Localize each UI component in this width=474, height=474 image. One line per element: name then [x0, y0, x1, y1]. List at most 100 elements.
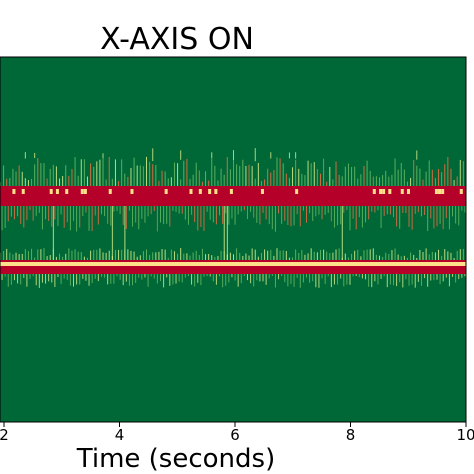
speckle: [18, 165, 20, 186]
speckle: [296, 206, 298, 215]
speckle: [257, 162, 259, 186]
speckle: [208, 180, 210, 186]
speckle: [316, 252, 318, 260]
speckle: [12, 168, 14, 186]
speckle: [211, 158, 213, 186]
band-blip: [55, 189, 59, 194]
speckle: [21, 253, 23, 260]
speckle: [285, 250, 287, 260]
speckle: [23, 206, 25, 228]
speckle: [153, 274, 155, 279]
speckle: [411, 274, 413, 285]
speckle: [436, 274, 438, 280]
speckle: [375, 254, 377, 260]
speckle: [394, 158, 396, 186]
speckle: [111, 178, 113, 186]
speckle: [240, 274, 242, 284]
speckle: [215, 206, 217, 225]
speckle: [127, 249, 129, 260]
speckle: [40, 163, 42, 186]
speckle: [445, 274, 447, 278]
speckle: [329, 166, 331, 186]
transient: [211, 152, 213, 159]
speckle: [459, 159, 461, 186]
speckle: [152, 252, 154, 260]
speckle: [12, 254, 14, 260]
speckle: [318, 206, 320, 215]
speckle: [251, 166, 253, 186]
speckle: [93, 166, 95, 186]
speckle: [351, 253, 353, 260]
speckle: [26, 274, 28, 287]
speckle: [276, 157, 278, 186]
speckle: [10, 274, 12, 285]
speckle: [410, 252, 412, 260]
speckle: [34, 164, 36, 186]
speckle: [438, 249, 440, 260]
speckle: [417, 274, 419, 282]
speckle: [155, 165, 157, 186]
speckle: [444, 164, 446, 186]
speckle: [385, 170, 387, 186]
speckle: [90, 250, 92, 260]
speckle: [55, 166, 57, 186]
speckle: [304, 175, 306, 186]
speckle: [228, 206, 230, 225]
speckle: [31, 178, 33, 186]
speckle: [88, 206, 90, 231]
speckle: [344, 166, 346, 186]
speckle: [85, 274, 87, 281]
speckle: [242, 159, 244, 186]
speckle: [60, 274, 62, 285]
speckle: [327, 206, 329, 213]
speckle: [150, 274, 152, 277]
speckle: [15, 171, 17, 186]
speckle: [431, 251, 433, 260]
speckle: [102, 157, 104, 186]
speckle: [183, 253, 185, 260]
speckle: [220, 250, 222, 260]
speckle: [68, 175, 70, 186]
speckle: [287, 274, 289, 287]
speckle: [214, 165, 216, 186]
speckle: [152, 164, 154, 186]
speckle: [187, 274, 189, 277]
x-tick-label: 2: [0, 426, 9, 444]
speckle: [97, 274, 99, 282]
speckle: [13, 274, 15, 281]
speckle: [20, 206, 22, 224]
speckle: [180, 248, 182, 260]
speckle: [197, 206, 199, 231]
speckle: [262, 274, 264, 282]
speckle: [128, 206, 130, 211]
speckle: [65, 253, 67, 260]
speckle: [368, 274, 370, 287]
speckle: [399, 206, 401, 229]
speckle: [264, 249, 266, 260]
speckle: [335, 249, 337, 260]
speckle: [284, 206, 286, 221]
speckle: [180, 179, 182, 186]
speckle: [144, 206, 146, 223]
speckle: [31, 248, 33, 260]
speckle: [256, 274, 258, 281]
speckle: [295, 159, 297, 186]
speckle: [268, 274, 270, 279]
speckle: [108, 250, 110, 260]
speckle: [301, 250, 303, 260]
speckle: [319, 173, 321, 186]
speckle: [357, 178, 359, 186]
speckle: [397, 169, 399, 186]
speckle: [355, 206, 357, 230]
speckle: [149, 254, 151, 260]
speckle: [77, 251, 79, 260]
speckle: [57, 206, 59, 226]
speckle: [43, 163, 45, 186]
speckle: [354, 166, 356, 186]
speckle: [147, 274, 149, 287]
speckle: [246, 206, 248, 220]
speckle: [389, 274, 391, 285]
speckle: [231, 206, 233, 219]
speckle: [382, 256, 384, 260]
